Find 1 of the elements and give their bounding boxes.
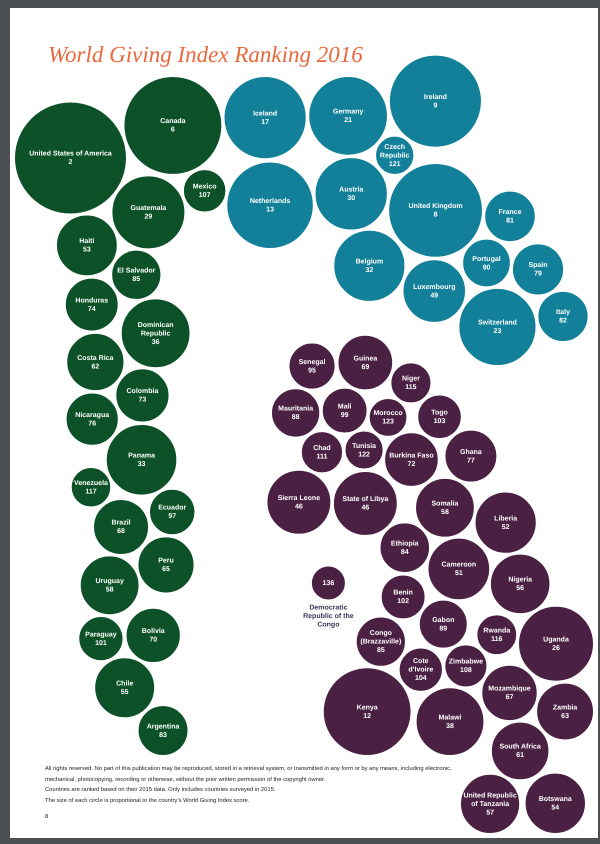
text: World Giving Index Ranking 2016 (48, 42, 363, 68)
